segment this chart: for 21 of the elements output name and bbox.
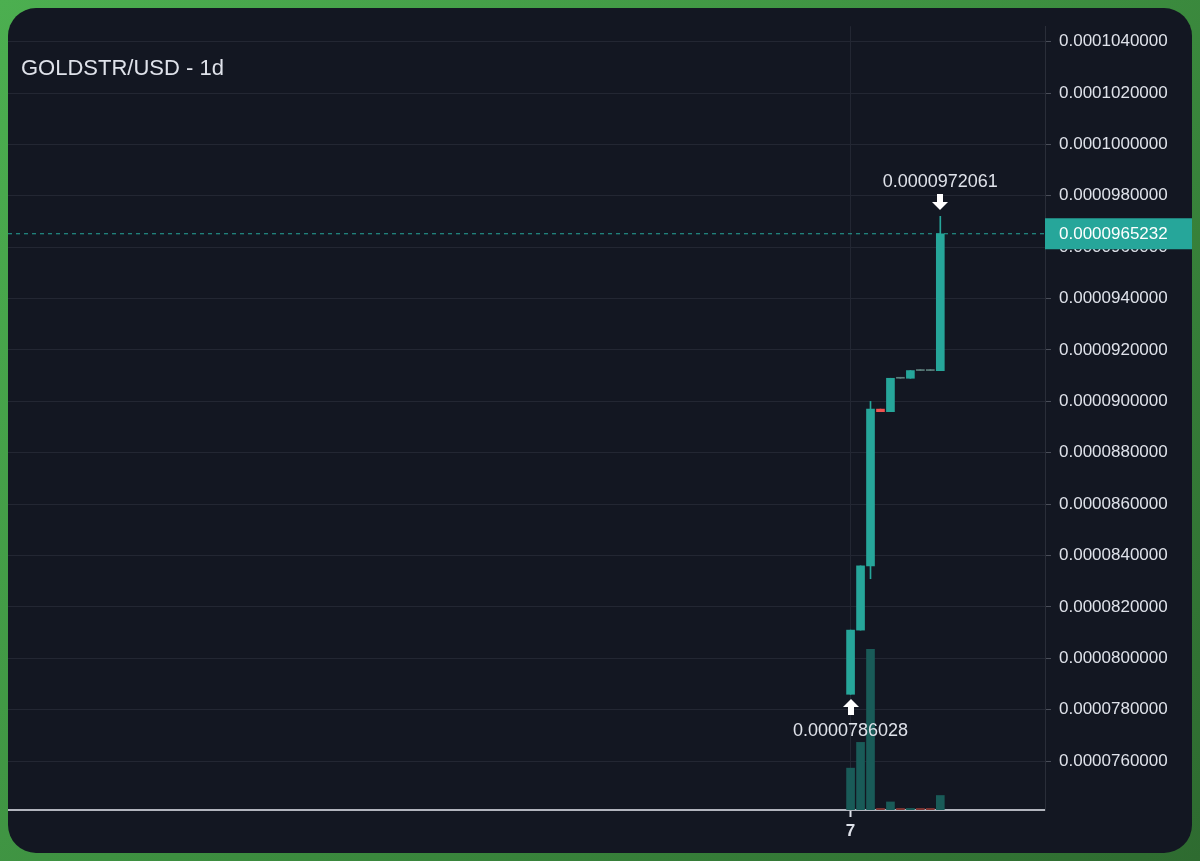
y-tick-label: 0.0000880000 [1059,442,1168,462]
y-tick-label: 0.0000800000 [1059,648,1168,668]
y-tick-label: 0.0000820000 [1059,596,1168,616]
ref-line-label: 0.0000965232 [1059,224,1168,244]
x-tick-label: 7 [845,820,856,840]
y-tick-label: 0.0000780000 [1059,699,1168,719]
text: GOLDSTR/USD - 1d [21,55,224,81]
y-tick-label: 0.0001020000 [1059,82,1168,102]
y-tick-label: 0.0000980000 [1059,185,1168,205]
annotation: 0.0000786028 [793,719,909,741]
y-tick-label: 0.0000940000 [1059,288,1168,308]
y-tick-label: 0.0001000000 [1059,134,1168,154]
y-tick-label: 0.0000760000 [1059,750,1168,770]
bar [886,801,895,810]
y-tick-label: 0.0000920000 [1059,339,1168,359]
y-tick-label: 0.0000860000 [1059,493,1168,513]
annotation: 0.0000972061 [882,170,998,192]
y-tick-label: 0.0000840000 [1059,545,1168,565]
bar [935,795,945,810]
y-tick-label: 0.0000900000 [1059,391,1168,411]
y-tick-label: 0.0001040000 [1059,31,1168,51]
